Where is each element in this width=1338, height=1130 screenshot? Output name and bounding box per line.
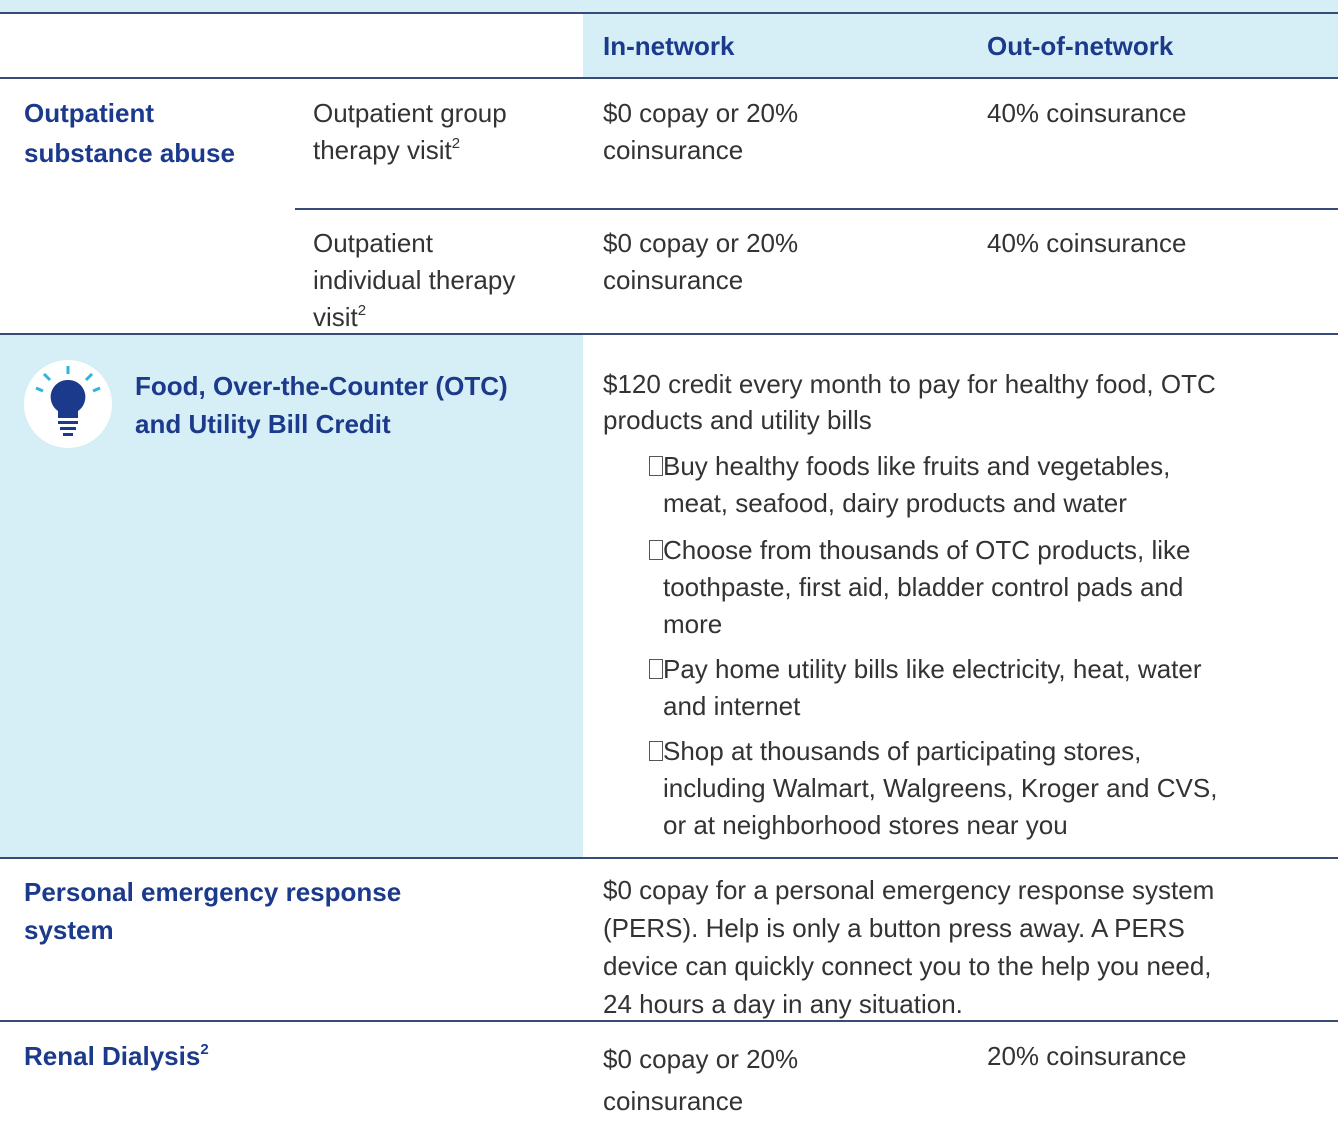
service-name: visit2: [313, 302, 366, 332]
benefit-name: Outpatient: [24, 98, 154, 128]
footnote-mark: 2: [357, 302, 367, 319]
in-network-cost-text: $0 copay or 20%: [603, 98, 799, 128]
bullet-box: [649, 741, 663, 761]
benefit-summary-text: $120 credit every month to pay for healt…: [603, 369, 1216, 399]
footnote-mark: 2: [200, 1041, 209, 1058]
benefit-description: $0 copay for a personal emergency respon…: [603, 875, 1214, 905]
in-network-cost: coinsurance: [603, 265, 743, 295]
benefit-name-text: system: [24, 915, 114, 945]
bullet-text: meat, seafood, dairy products and water: [663, 488, 1127, 518]
column-header: Out-of-network: [987, 31, 1173, 61]
benefit-name-text: Renal Dialysis: [24, 1041, 201, 1071]
benefit-name: Food, Over-the-Counter (OTC): [135, 371, 508, 401]
bullet-box: [649, 540, 663, 560]
benefit-description: device can quickly connect you to the he…: [603, 951, 1212, 981]
benefit-description: (PERS). Help is only a button press away…: [603, 913, 1185, 943]
bullet-text-text: toothpaste, first aid, bladder control p…: [663, 572, 1184, 602]
benefit-name-text: Food, Over-the-Counter (OTC): [135, 371, 508, 401]
in-network-cost-text: $0 copay or 20%: [603, 228, 799, 258]
out-of-network-cost-text: 40% coinsurance: [987, 228, 1187, 258]
bullet-text-text: meat, seafood, dairy products and water: [663, 488, 1127, 518]
benefit-name: Personal emergency response: [24, 877, 401, 907]
bullet-text-text: and internet: [663, 691, 801, 721]
benefit-name-text: and Utility Bill Credit: [135, 409, 391, 439]
in-network-cost: coinsurance: [603, 1086, 743, 1116]
out-of-network-cost: 20% coinsurance: [987, 1041, 1186, 1071]
bullet-text: and internet: [663, 691, 800, 721]
in-network-cost: $0 copay or 20%: [603, 228, 798, 258]
service-name: therapy visit2: [313, 135, 460, 165]
out-of-network-cost-text: 40% coinsurance: [987, 98, 1187, 128]
bullet-text: toothpaste, first aid, bladder control p…: [663, 572, 1183, 602]
bullet-text: including Walmart, Walgreens, Kroger and…: [663, 773, 1217, 803]
rule: [0, 12, 1338, 14]
service-name-text: individual therapy: [313, 265, 516, 295]
in-network-cost-text: coinsurance: [603, 135, 744, 165]
header-band: [583, 12, 1338, 77]
in-network-cost-text: coinsurance: [603, 265, 744, 295]
footnote-mark: 2: [451, 135, 461, 152]
benefit-description-text: device can quickly connect you to the he…: [603, 951, 1212, 981]
in-network-cost-text: coinsurance: [603, 1086, 744, 1116]
bullet-text-text: Choose from thousands of OTC products, l…: [663, 535, 1191, 565]
in-network-cost: $0 copay or 20%: [603, 1044, 798, 1074]
bullet-text: Pay home utility bills like electricity,…: [663, 654, 1202, 684]
top-band: [0, 0, 1338, 12]
bullet-text-text: Buy healthy foods like fruits and vegeta…: [663, 451, 1171, 481]
in-network-cost: $0 copay or 20%: [603, 98, 798, 128]
bullet-text: Shop at thousands of participating store…: [663, 736, 1141, 766]
benefit-description-text: 24 hours a day in any situation.: [603, 989, 963, 1019]
benefit-name: substance abuse: [24, 138, 235, 168]
service-name: individual therapy: [313, 265, 515, 295]
benefit-description-text: (PERS). Help is only a button press away…: [603, 913, 1185, 943]
service-name-text: visit: [313, 302, 358, 332]
bullet-text-text: or at neighborhood stores near you: [663, 810, 1068, 840]
bullet-text-text: Shop at thousands of participating store…: [663, 736, 1142, 766]
out-of-network-cost-text: 20% coinsurance: [987, 1041, 1187, 1071]
rule: [0, 857, 1338, 859]
benefit-name: Renal Dialysis2: [24, 1041, 209, 1071]
service-name: Outpatient: [313, 228, 433, 258]
benefit-name-text: Personal emergency response: [24, 877, 402, 907]
benefit-name: system: [24, 915, 114, 945]
bullet-box: [649, 456, 663, 476]
service-name-text: therapy visit: [313, 135, 452, 165]
benefit-description-text: $0 copay for a personal emergency respon…: [603, 875, 1215, 905]
bullet-text: Choose from thousands of OTC products, l…: [663, 535, 1190, 565]
bullet-box: [649, 659, 663, 679]
column-header: In-network: [603, 31, 734, 61]
column-header-text: Out-of-network: [987, 31, 1174, 61]
service-name: Outpatient group: [313, 98, 507, 128]
benefit-name: and Utility Bill Credit: [135, 409, 391, 439]
lightbulb-icon: [24, 360, 112, 448]
rule: [0, 1020, 1338, 1022]
bullet-text: more: [663, 609, 722, 639]
bullet-text-text: Pay home utility bills like electricity,…: [663, 654, 1202, 684]
bullet-text: or at neighborhood stores near you: [663, 810, 1068, 840]
out-of-network-cost: 40% coinsurance: [987, 228, 1186, 258]
rule: [0, 333, 1338, 335]
benefit-description: 24 hours a day in any situation.: [603, 989, 963, 1019]
service-name-text: Outpatient: [313, 228, 433, 258]
bullet-text: Buy healthy foods like fruits and vegeta…: [663, 451, 1170, 481]
rule: [295, 208, 1338, 210]
benefit-summary: $120 credit every month to pay for healt…: [603, 369, 1216, 399]
in-network-cost-text: $0 copay or 20%: [603, 1044, 799, 1074]
in-network-cost: coinsurance: [603, 135, 743, 165]
benefit-name-text: substance abuse: [24, 138, 235, 168]
bullet-text-text: more: [663, 609, 723, 639]
out-of-network-cost: 40% coinsurance: [987, 98, 1186, 128]
column-header-text: In-network: [603, 31, 735, 61]
benefit-summary: products and utility bills: [603, 405, 872, 435]
rule: [0, 77, 1338, 79]
bullet-text-text: including Walmart, Walgreens, Kroger and…: [663, 773, 1218, 803]
benefit-name-text: Outpatient: [24, 98, 154, 128]
benefit-summary-text: products and utility bills: [603, 405, 872, 435]
service-name-text: Outpatient group: [313, 98, 507, 128]
